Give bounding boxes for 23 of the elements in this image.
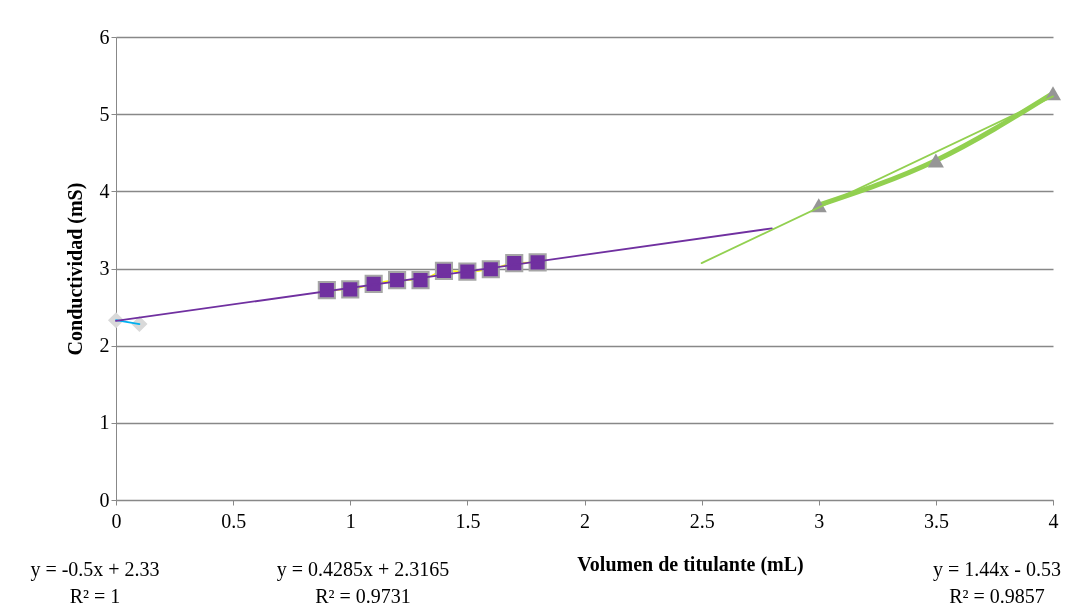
x-tick-label: 3.5 <box>923 509 949 532</box>
y-tick-label: 4 <box>99 179 110 202</box>
y-tick-label: 2 <box>99 334 110 357</box>
x-tick-label: 0.5 <box>221 509 247 532</box>
x-tick-label: 1 <box>345 509 356 532</box>
text: y = 1.44x - 0.53 <box>933 558 1061 581</box>
y-tick-label: 5 <box>99 102 110 125</box>
text: y = -0.5x + 2.33 <box>30 558 160 581</box>
text: R² = 1 <box>69 585 121 607</box>
x-tick-label: 2.5 <box>689 509 715 532</box>
x-tick-label: 1.5 <box>455 509 481 532</box>
x-tick-label: 2 <box>580 509 590 532</box>
y-tick-label: 0 <box>99 488 110 511</box>
text: y = 0.4285x + 2.3165 <box>276 558 450 581</box>
y-tick-label: 3 <box>99 257 110 279</box>
y-tick-label: 1 <box>99 411 110 434</box>
x-axis-title: Volumen de titulante (mL) <box>577 552 804 576</box>
text: R² = 0.9731 <box>315 585 411 607</box>
y-tick-label: 6 <box>99 25 110 48</box>
text: R² = 0.9857 <box>949 585 1045 607</box>
x-tick-label: 4 <box>1048 509 1059 532</box>
y-axis-title: Conductividad (mS) <box>63 182 87 356</box>
x-tick-label: 3 <box>814 509 825 532</box>
